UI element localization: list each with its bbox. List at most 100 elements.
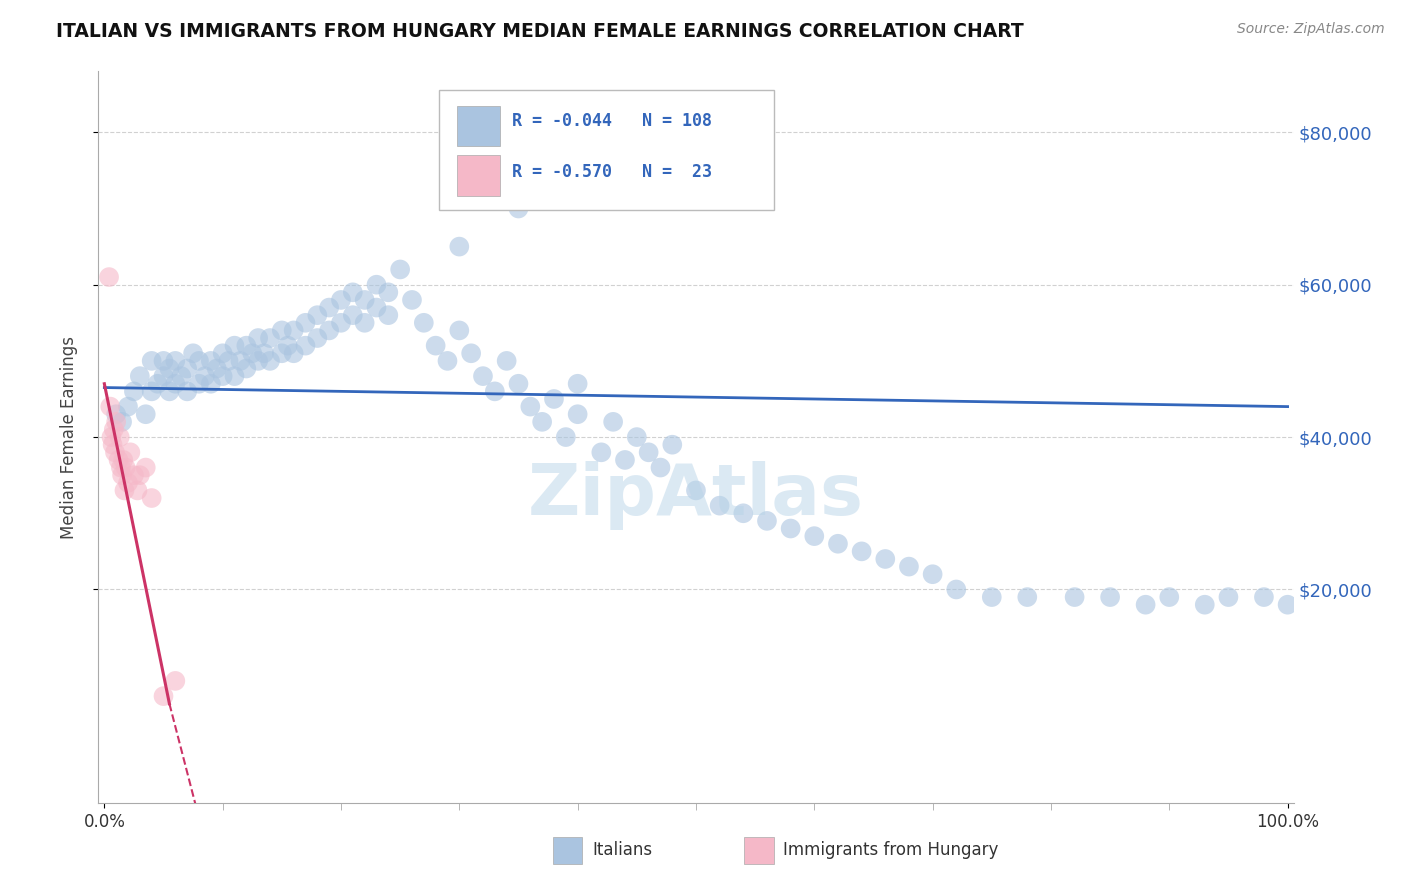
Point	[114, 483, 136, 498]
Point	[105, 407, 128, 421]
Point	[567, 376, 589, 391]
Point	[122, 384, 145, 399]
Point	[141, 491, 163, 505]
Point	[294, 316, 316, 330]
Point	[224, 338, 246, 352]
Point	[120, 445, 142, 459]
Point	[685, 483, 707, 498]
Point	[460, 346, 482, 360]
Point	[401, 293, 423, 307]
Point	[803, 529, 825, 543]
Point	[733, 506, 755, 520]
Point	[921, 567, 943, 582]
Point	[141, 354, 163, 368]
Point	[318, 301, 340, 315]
Point	[1159, 590, 1181, 604]
Bar	[744, 838, 773, 863]
Point	[449, 239, 471, 253]
Point	[165, 673, 187, 688]
Point	[157, 361, 180, 376]
Point	[353, 316, 375, 330]
Point	[366, 277, 388, 292]
Point	[412, 316, 434, 330]
Point	[1194, 598, 1216, 612]
Point	[366, 301, 388, 315]
Point	[1017, 590, 1039, 604]
Point	[146, 376, 169, 391]
Point	[543, 392, 565, 406]
Point	[112, 453, 135, 467]
Point	[108, 430, 131, 444]
Point	[661, 438, 683, 452]
Point	[495, 354, 517, 368]
Point	[1218, 590, 1240, 604]
Point	[389, 262, 412, 277]
Point	[307, 308, 329, 322]
Point	[188, 376, 211, 391]
Point	[235, 338, 257, 352]
Point	[122, 468, 145, 483]
Point	[709, 499, 731, 513]
Point	[235, 361, 257, 376]
Point	[283, 323, 305, 337]
Point	[294, 338, 316, 352]
Point	[141, 384, 163, 399]
Point	[135, 407, 157, 421]
Point	[211, 346, 233, 360]
Point	[1135, 598, 1157, 612]
Point	[531, 415, 554, 429]
Point	[152, 689, 174, 703]
Point	[135, 460, 157, 475]
Point	[330, 316, 353, 330]
Point	[165, 376, 187, 391]
Point	[117, 400, 139, 414]
Bar	[457, 155, 501, 195]
Point	[101, 438, 124, 452]
Point	[330, 293, 353, 307]
Point	[508, 376, 530, 391]
Point	[111, 415, 134, 429]
Point	[626, 430, 648, 444]
Point	[484, 384, 506, 399]
Point	[1063, 590, 1085, 604]
Point	[614, 453, 637, 467]
Point	[188, 354, 211, 368]
Point	[152, 354, 174, 368]
Text: ITALIAN VS IMMIGRANTS FROM HUNGARY MEDIAN FEMALE EARNINGS CORRELATION CHART: ITALIAN VS IMMIGRANTS FROM HUNGARY MEDIA…	[56, 22, 1024, 41]
Point	[104, 445, 127, 459]
Text: Source: ZipAtlas.com: Source: ZipAtlas.com	[1237, 22, 1385, 37]
Point	[100, 430, 122, 444]
Point	[105, 415, 128, 429]
Point	[128, 468, 150, 483]
Bar	[457, 106, 501, 146]
Point	[318, 323, 340, 337]
Point	[176, 361, 198, 376]
Point	[224, 369, 246, 384]
Point	[170, 369, 193, 384]
Point	[602, 415, 624, 429]
Point	[127, 483, 149, 498]
Point	[107, 453, 129, 467]
Point	[827, 537, 849, 551]
Point	[567, 407, 589, 421]
Point	[637, 445, 659, 459]
Point	[875, 552, 897, 566]
Point	[259, 331, 281, 345]
Point	[98, 400, 121, 414]
Point	[377, 285, 399, 300]
Point	[851, 544, 873, 558]
Point	[247, 331, 270, 345]
Point	[98, 270, 121, 285]
Point	[519, 400, 541, 414]
Point	[165, 354, 187, 368]
Text: ZipAtlas: ZipAtlas	[529, 461, 863, 530]
Point	[283, 346, 305, 360]
Point	[110, 460, 132, 475]
Point	[779, 521, 801, 535]
Point	[591, 445, 613, 459]
Point	[111, 468, 134, 483]
Point	[554, 430, 576, 444]
Point	[200, 354, 222, 368]
Point	[270, 323, 292, 337]
Point	[897, 559, 920, 574]
